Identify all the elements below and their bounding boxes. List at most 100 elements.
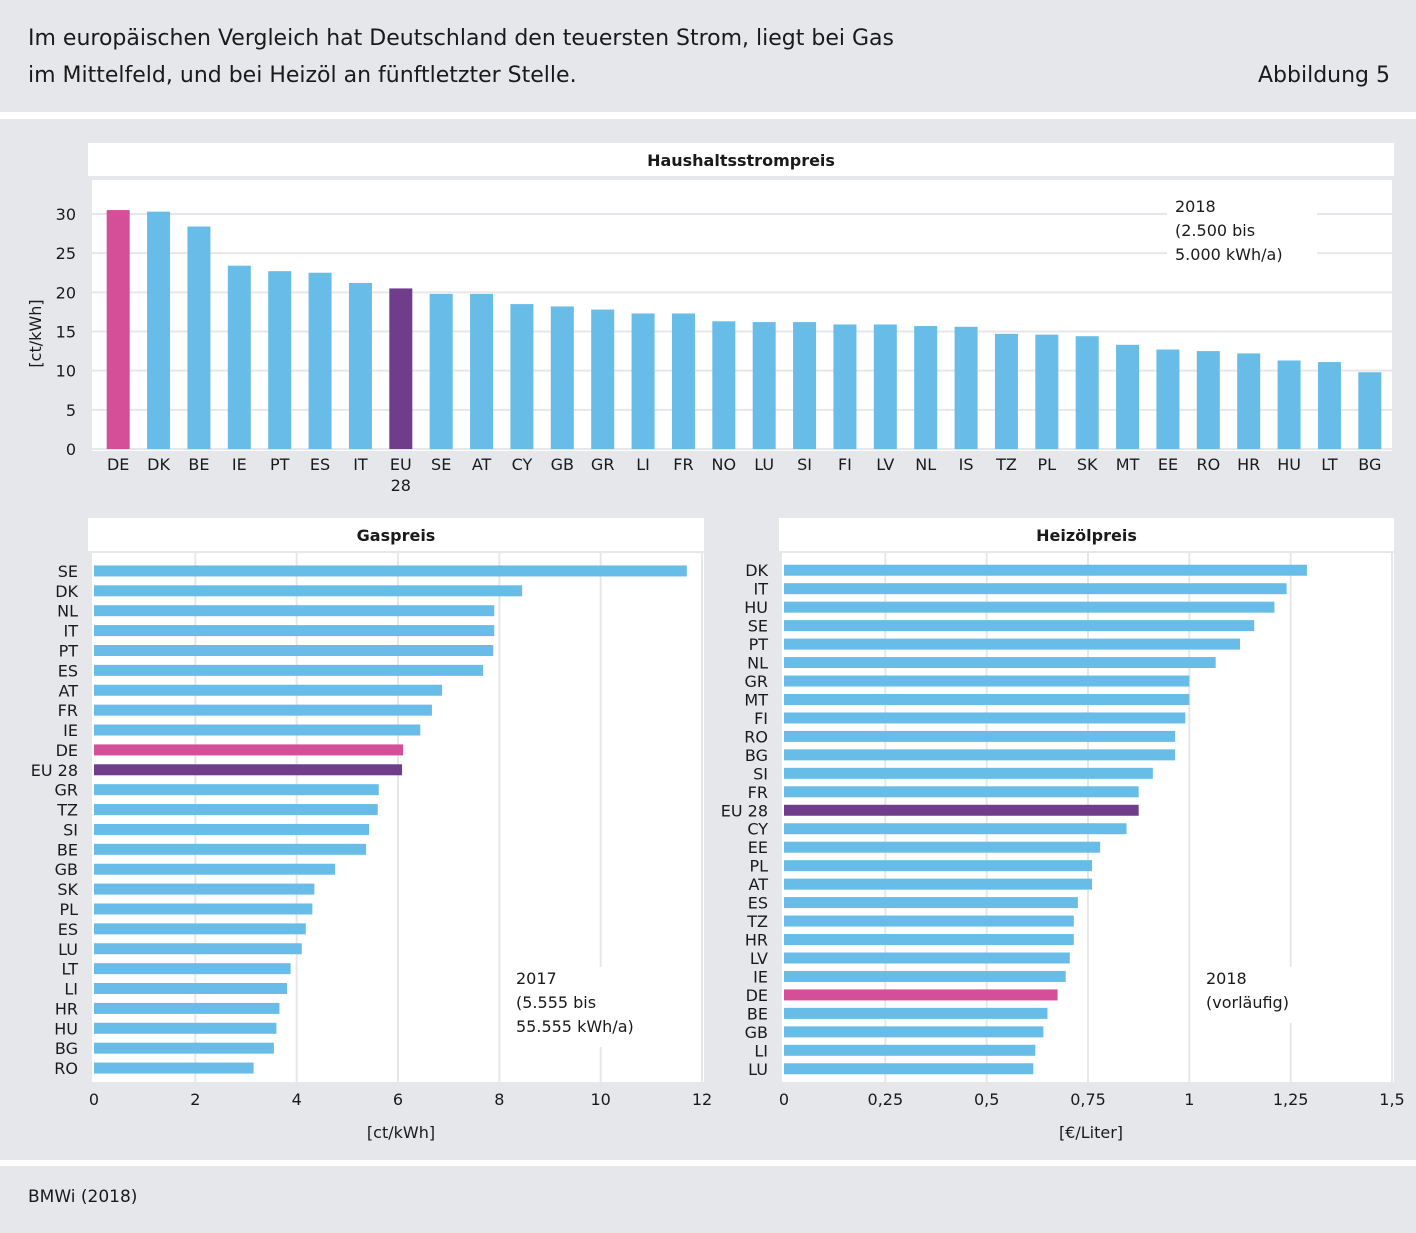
- strom-category-label: CY: [512, 455, 533, 474]
- strom-ytick-label: 10: [56, 362, 76, 381]
- heizoel-bar: [784, 583, 1287, 595]
- heizoel-bar: [784, 657, 1216, 669]
- gas-bar: [94, 684, 443, 696]
- gas-note-line: 2017: [516, 969, 557, 988]
- strom-note-box: [1167, 196, 1317, 266]
- strom-bar: [1116, 344, 1140, 449]
- strom-bar: [1156, 349, 1180, 449]
- heizoel-xtick-label: 0: [779, 1090, 789, 1109]
- heizoel-xtick-label: 1: [1184, 1090, 1194, 1109]
- strom-chart: Haushaltsstrompreis 0 5 10 15 20 25 30 [ct/kWh] 2…: [26, 143, 1394, 495]
- heizoel-category-label: LI: [754, 1041, 768, 1060]
- strom-category-label: FI: [838, 455, 852, 474]
- gas-note-line: 55.555 kWh/a): [516, 1017, 634, 1036]
- strom-bar: [470, 293, 494, 449]
- heizoel-bar: [784, 1063, 1034, 1075]
- gas-category-label: TZ: [56, 801, 78, 820]
- gas-xlabel: [ct/kWh]: [367, 1123, 435, 1142]
- heizoel-bar: [784, 952, 1070, 964]
- strom-category-label: BE: [188, 455, 209, 474]
- heizoel-xlabel: [€/Liter]: [1059, 1123, 1123, 1142]
- gas-bar: [94, 804, 378, 816]
- gas-note-line: (5.555 bis: [516, 993, 596, 1012]
- heizoel-category-label: SI: [753, 764, 768, 783]
- gas-xtick-label: 2: [190, 1090, 200, 1109]
- gas-bar: [94, 605, 495, 617]
- heizoel-bar: [784, 860, 1093, 872]
- gas-xtick-label: 6: [393, 1090, 403, 1109]
- heizoel-bar: [784, 989, 1058, 1001]
- heizoel-category-label: GR: [744, 672, 768, 691]
- strom-category-label: IT: [353, 455, 368, 474]
- strom-category-label: MT: [1116, 455, 1140, 474]
- strom-ytick-label: 20: [56, 283, 76, 302]
- gas-category-label: SE: [58, 562, 78, 581]
- gas-category-label: HR: [55, 999, 78, 1018]
- strom-category-label: IS: [959, 455, 974, 474]
- gas-category-label: NL: [57, 602, 78, 621]
- gas-category-label: GB: [55, 860, 78, 879]
- gas-note-box: [510, 967, 650, 1047]
- heizoel-category-label: EU 28: [721, 801, 768, 820]
- gas-bar: [94, 1062, 254, 1074]
- heizoel-bar: [784, 1007, 1048, 1019]
- gas-bar: [94, 585, 523, 597]
- heizoel-category-label: FI: [754, 709, 768, 728]
- heizoel-category-label: GB: [745, 1023, 768, 1042]
- gas-category-label: LT: [62, 960, 79, 979]
- gas-xtick-label: 12: [692, 1090, 712, 1109]
- strom-bar: [833, 324, 857, 449]
- gas-category-label: ES: [58, 920, 78, 939]
- gas-xtick-label: 4: [292, 1090, 302, 1109]
- gas-title: Gaspreis: [357, 526, 436, 545]
- gas-bar: [94, 823, 370, 835]
- gas-bar: [94, 1022, 277, 1034]
- figure-title-line-1: Im europäischen Vergleich hat Deutschlan…: [28, 26, 894, 51]
- strom-bar: [1196, 351, 1220, 449]
- header-band: [0, 0, 1416, 112]
- strom-category-label: NO: [712, 455, 737, 474]
- strom-title: Haushaltsstrompreis: [647, 151, 835, 170]
- strom-category-label: IE: [232, 455, 247, 474]
- strom-category-label: 28: [391, 476, 411, 495]
- gas-bar: [94, 1042, 274, 1054]
- gas-bar: [94, 764, 403, 776]
- strom-bar: [954, 326, 978, 449]
- heizoel-bar: [784, 970, 1066, 982]
- gas-category-label: PL: [59, 900, 78, 919]
- strom-category-label: HR: [1237, 455, 1260, 474]
- strom-bar: [147, 211, 171, 449]
- gas-bar: [94, 644, 494, 656]
- heizoel-category-label: BE: [747, 1004, 768, 1023]
- footer-band: [0, 1166, 1416, 1233]
- strom-bar: [1035, 334, 1059, 449]
- strom-category-label: PT: [270, 455, 290, 474]
- strom-ytick-label: 30: [56, 205, 76, 224]
- strom-category-label: TZ: [995, 455, 1017, 474]
- gas-bar: [94, 923, 306, 935]
- heizoel-note-line: (vorläufig): [1206, 993, 1289, 1012]
- heizoel-xtick-label: 1,25: [1273, 1090, 1309, 1109]
- strom-note-line: 5.000 kWh/a): [1175, 245, 1283, 264]
- strom-category-label: NL: [915, 455, 936, 474]
- strom-category-label: BG: [1358, 455, 1381, 474]
- gas-bar: [94, 704, 432, 716]
- heizoel-category-label: RO: [744, 727, 768, 746]
- gas-bar: [94, 784, 379, 796]
- strom-ylabel: [ct/kWh]: [26, 299, 45, 367]
- gas-category-label: SK: [57, 880, 78, 899]
- gas-category-label: DK: [55, 582, 78, 601]
- gas-bar: [94, 625, 495, 637]
- heizoel-category-label: AT: [749, 875, 769, 894]
- strom-bar: [389, 288, 413, 449]
- heizoel-category-label: BG: [745, 746, 768, 765]
- gas-category-label: PT: [59, 641, 79, 660]
- heizoel-bar: [784, 897, 1078, 909]
- heizoel-xtick-label: 1,5: [1379, 1090, 1404, 1109]
- strom-bar: [348, 282, 372, 449]
- strom-category-label: GB: [551, 455, 574, 474]
- gas-xtick-label: 10: [590, 1090, 610, 1109]
- heizoel-note-box: [1200, 967, 1340, 1023]
- strom-bar: [429, 293, 453, 449]
- heizoel-title: Heizölpreis: [1036, 526, 1137, 545]
